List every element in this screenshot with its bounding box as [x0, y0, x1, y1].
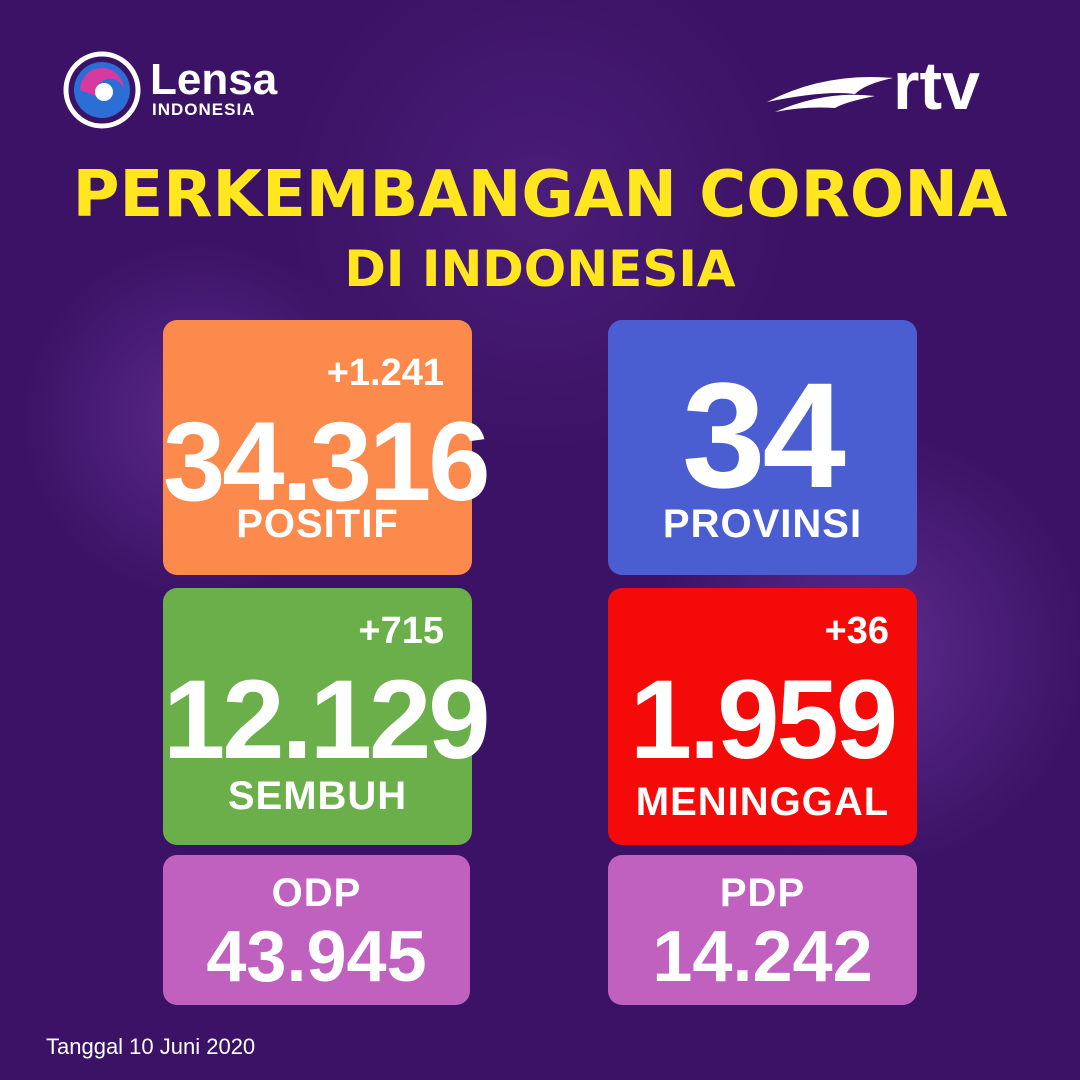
value: 34.316 — [163, 399, 491, 524]
value: 12.129 — [163, 657, 491, 782]
delta: +1.241 — [326, 352, 444, 394]
card-odp: ODP 43.945 — [163, 855, 470, 1005]
logo-sub: INDONESIA — [152, 100, 256, 119]
card-pdp: PDP 14.242 — [608, 855, 917, 1005]
label: MENINGGAL — [635, 780, 890, 824]
card-meninggal: +36 1.959 MENINGGAL — [608, 588, 917, 845]
card-positif: +1.241 34.316 POSITIF — [163, 320, 491, 575]
date: Tanggal 10 Juni 2020 — [46, 1034, 256, 1059]
logo-rtv: rtv — [893, 48, 980, 124]
card-sembuh: +715 12.129 SEMBUH — [163, 588, 491, 845]
value: 43.945 — [206, 917, 427, 997]
subtitle: DI INDONESIA — [344, 240, 736, 298]
label: PROVINSI — [662, 502, 863, 546]
card-provinsi: 34 PROVINSI — [608, 320, 917, 575]
label: PDP — [719, 871, 806, 915]
label: POSITIF — [236, 502, 399, 546]
delta: +715 — [358, 610, 444, 652]
value: 1.959 — [629, 657, 898, 782]
title: PERKEMBANGAN CORONA — [72, 158, 1008, 232]
delta: +36 — [824, 610, 889, 652]
rtv-wing — [767, 77, 893, 112]
lensa-icon — [63, 51, 141, 129]
value: 34 — [682, 351, 846, 519]
logo-name: Lensa — [150, 55, 278, 104]
label: ODP — [271, 871, 362, 915]
value: 14.242 — [652, 917, 873, 997]
label: SEMBUH — [227, 774, 408, 818]
